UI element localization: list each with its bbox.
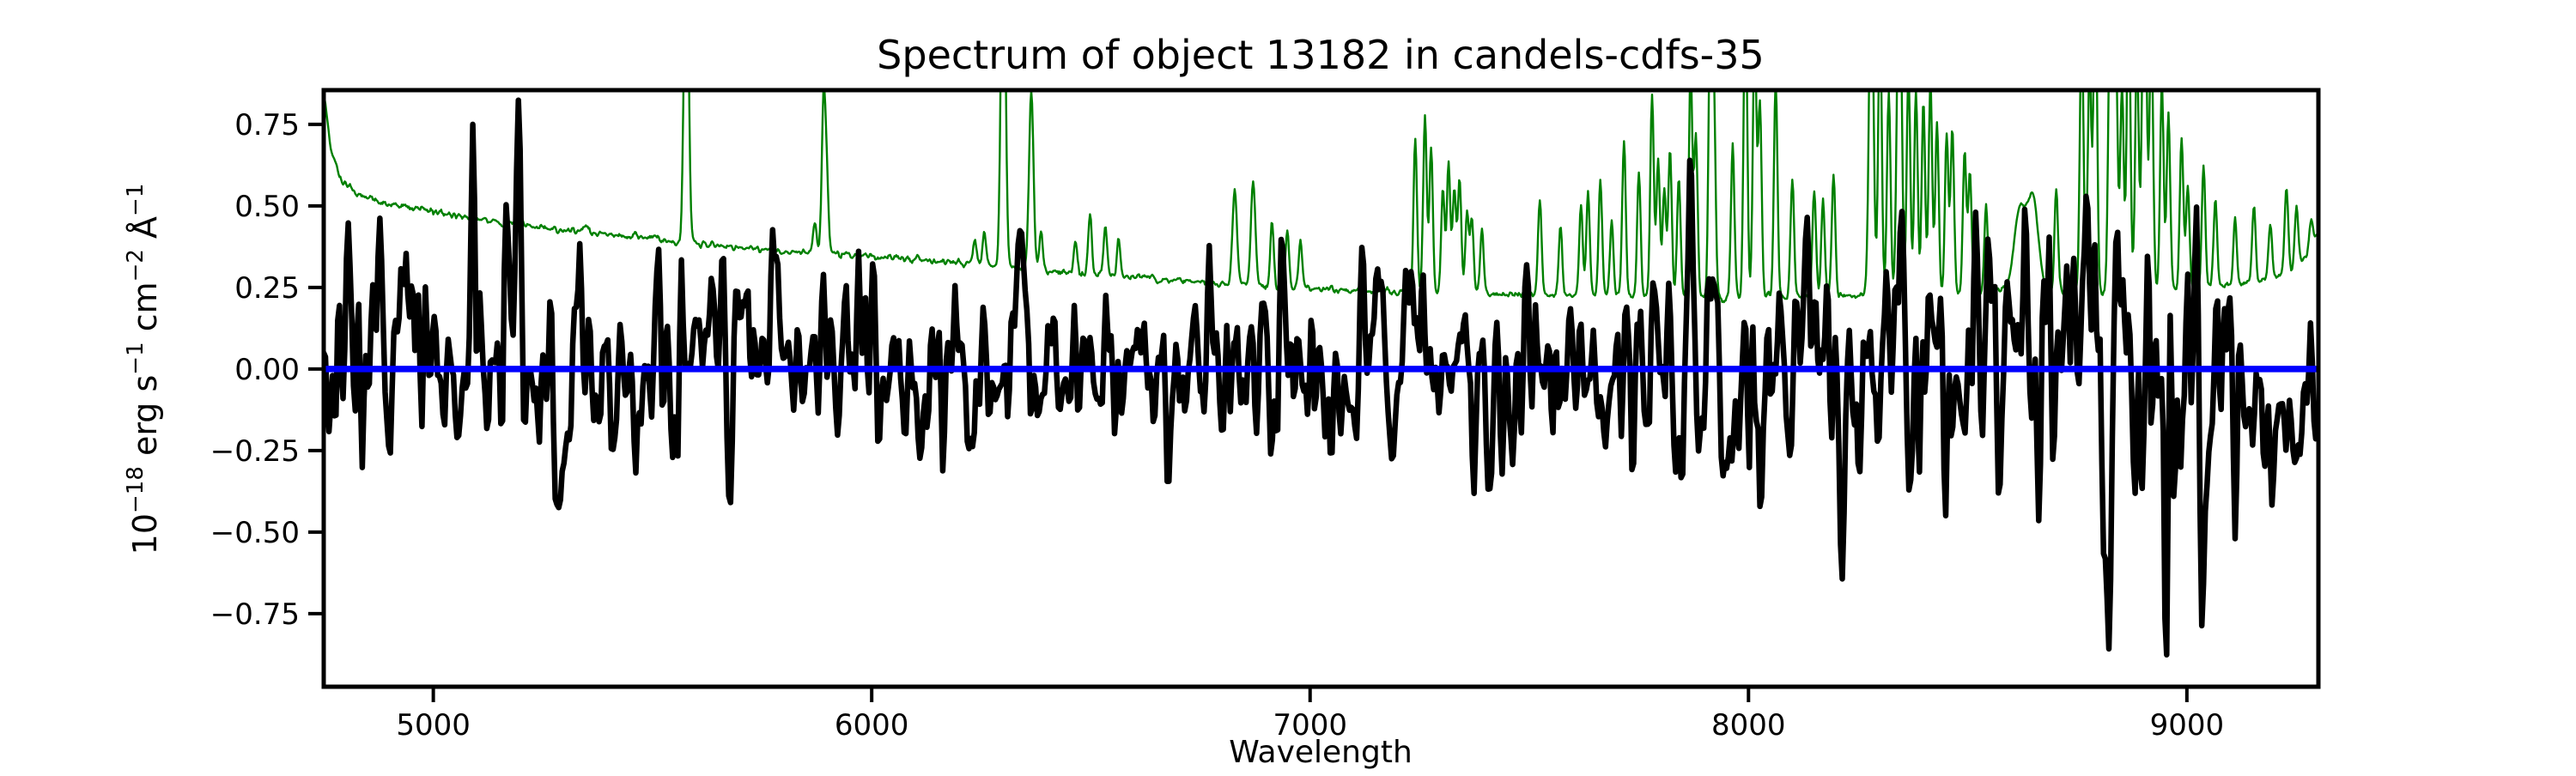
y-tick-label: 0.50 (234, 190, 300, 224)
x-tick-label: 7000 (1273, 708, 1347, 743)
x-tick-label: 5000 (396, 708, 471, 743)
axes-frame (321, 88, 2321, 689)
plot-series (324, 90, 2318, 658)
y-tick-label: −0.25 (210, 434, 300, 469)
x-axis-label: Wavelength (1229, 735, 1413, 770)
sky-noise-line (324, 90, 2318, 304)
y-tick-label: −0.75 (210, 597, 300, 632)
y-tick-label: 0.00 (234, 353, 300, 387)
x-tick-label: 9000 (2150, 708, 2225, 743)
plot-title: Spectrum of object 13182 in candels-cdfs… (877, 32, 1765, 78)
y-axis-label: 10−18 erg s−1 cm−2 Å−1 (123, 184, 164, 555)
x-tick-label: 6000 (835, 708, 909, 743)
spectrum-line (324, 97, 2318, 658)
y-tick-label: −0.50 (210, 516, 300, 550)
y-axis-ticks: 0.75 0.50 0.25 0.00 −0.25 −0.50 −0.75 (210, 108, 324, 632)
y-tick-label: 0.25 (234, 271, 300, 306)
x-tick-label: 8000 (1711, 708, 1786, 743)
y-tick-label: 0.75 (234, 108, 300, 142)
x-axis-ticks: 5000 6000 7000 8000 9000 (396, 687, 2224, 743)
